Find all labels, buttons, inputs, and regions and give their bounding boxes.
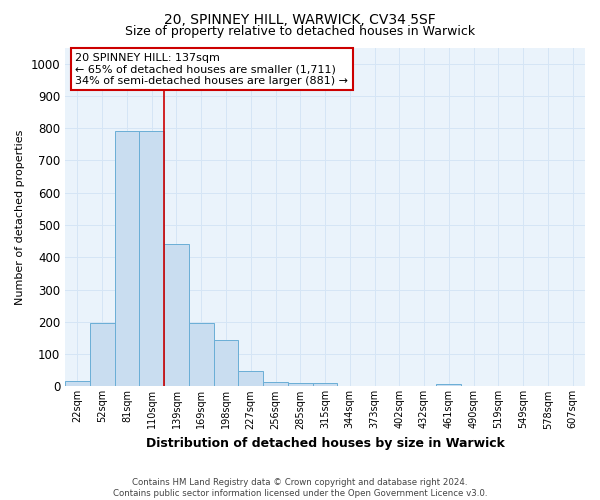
Text: 20, SPINNEY HILL, WARWICK, CV34 5SF: 20, SPINNEY HILL, WARWICK, CV34 5SF xyxy=(164,12,436,26)
Bar xyxy=(238,371,263,386)
Bar xyxy=(90,324,115,386)
Bar xyxy=(313,382,337,386)
Bar xyxy=(189,324,214,386)
Bar xyxy=(164,244,189,386)
Bar xyxy=(115,132,139,386)
Bar xyxy=(65,380,90,386)
Y-axis label: Number of detached properties: Number of detached properties xyxy=(15,130,25,304)
Bar xyxy=(436,384,461,386)
Bar xyxy=(288,382,313,386)
X-axis label: Distribution of detached houses by size in Warwick: Distribution of detached houses by size … xyxy=(146,437,505,450)
Text: Contains HM Land Registry data © Crown copyright and database right 2024.
Contai: Contains HM Land Registry data © Crown c… xyxy=(113,478,487,498)
Text: Size of property relative to detached houses in Warwick: Size of property relative to detached ho… xyxy=(125,25,475,38)
Bar xyxy=(263,382,288,386)
Bar xyxy=(214,340,238,386)
Text: 20 SPINNEY HILL: 137sqm
← 65% of detached houses are smaller (1,711)
34% of semi: 20 SPINNEY HILL: 137sqm ← 65% of detache… xyxy=(76,52,349,86)
Bar xyxy=(139,132,164,386)
